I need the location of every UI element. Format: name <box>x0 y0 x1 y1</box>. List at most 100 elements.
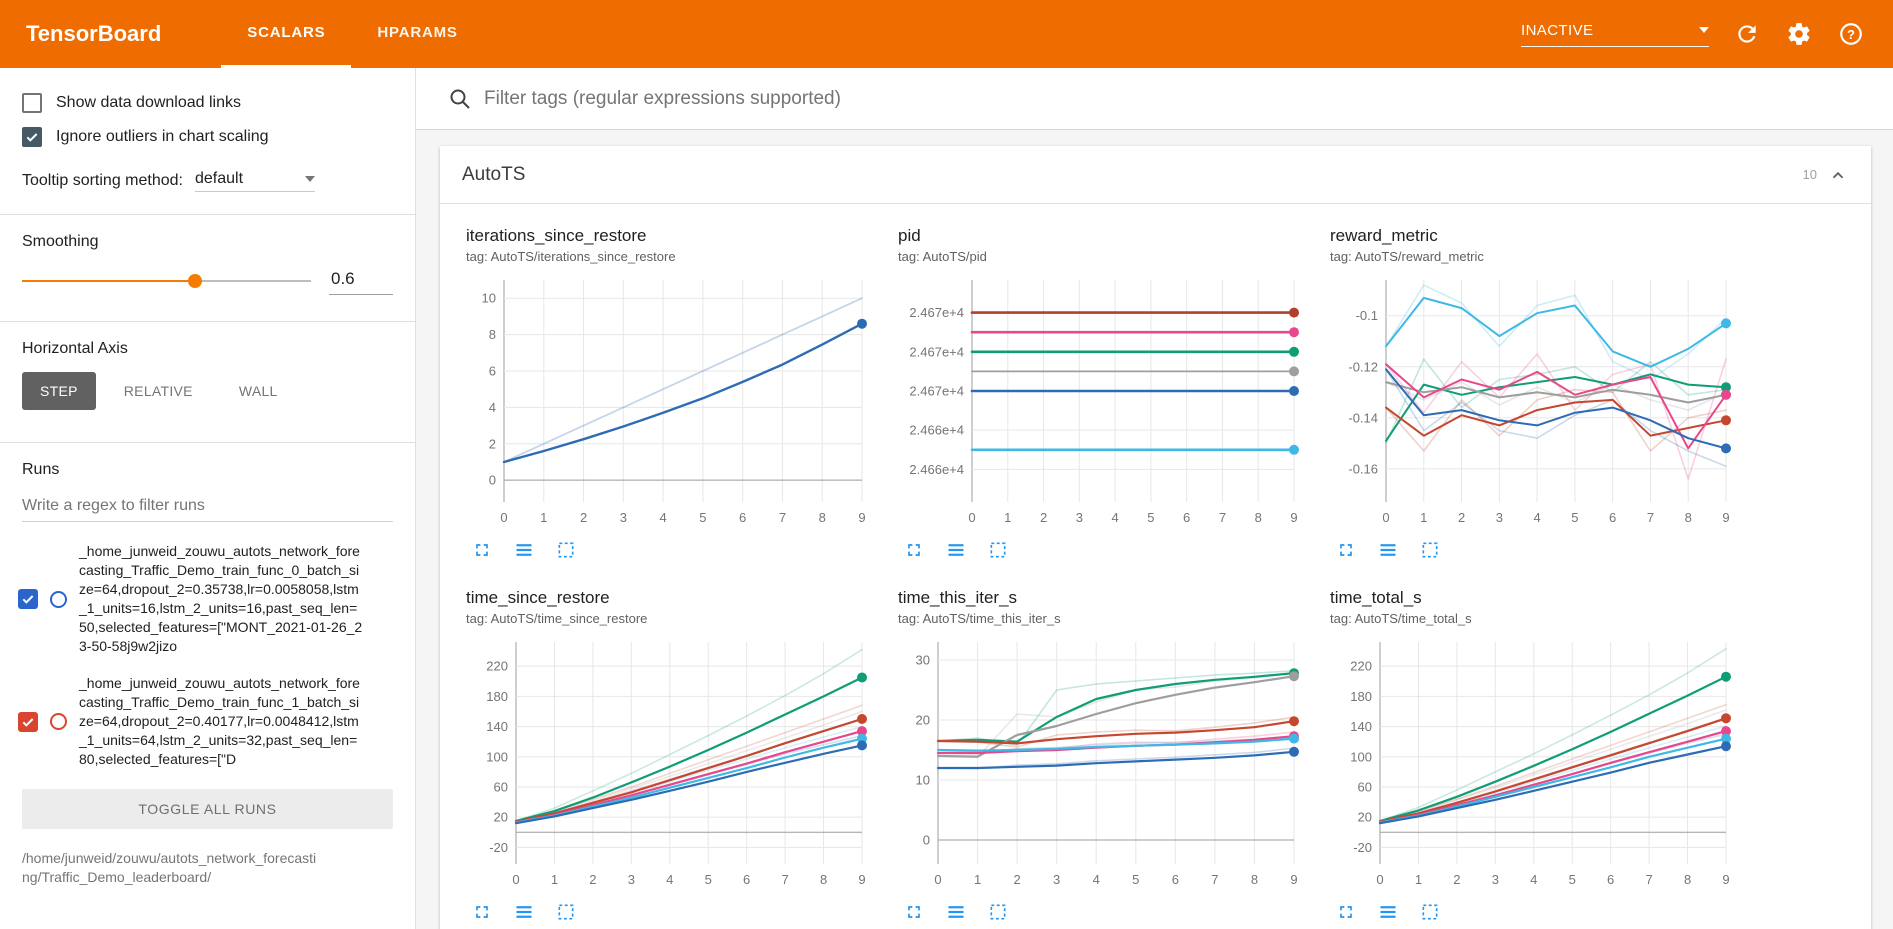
lines-button[interactable] <box>512 538 536 562</box>
svg-text:-20: -20 <box>489 840 508 855</box>
show-download-links-checkbox[interactable]: Show data download links <box>0 86 415 120</box>
lines-button[interactable] <box>1376 900 1400 924</box>
lines-icon <box>948 544 964 556</box>
fit-domain-button[interactable] <box>554 538 578 562</box>
lines-button[interactable] <box>512 900 536 924</box>
svg-text:2: 2 <box>580 510 587 525</box>
fit-domain-button[interactable] <box>1418 900 1442 924</box>
fullscreen-button[interactable] <box>902 900 926 924</box>
svg-text:7: 7 <box>779 510 786 525</box>
chevron-up-icon[interactable] <box>1827 164 1849 186</box>
svg-text:2.466e+4: 2.466e+4 <box>909 462 964 477</box>
dashed-box-icon <box>558 542 574 558</box>
run-item[interactable]: _home_junweid_zouwu_autots_network_forec… <box>0 528 415 660</box>
svg-text:20: 20 <box>494 810 508 825</box>
lines-button[interactable] <box>944 900 968 924</box>
fullscreen-button[interactable] <box>470 900 494 924</box>
ignore-outliers-checkbox[interactable]: Ignore outliers in chart scaling <box>0 120 415 154</box>
toggle-all-runs-button[interactable]: TOGGLE ALL RUNS <box>22 789 393 829</box>
divider <box>0 442 415 443</box>
fullscreen-button[interactable] <box>1334 900 1358 924</box>
line-chart[interactable]: 0 1 2 3 4 5 6 7 8 9 -20 20 60 100 140 180 220 <box>466 632 876 894</box>
checkbox-label: Ignore outliers in chart scaling <box>56 128 269 145</box>
haxis-relative-button[interactable]: RELATIVE <box>106 372 211 410</box>
svg-text:0: 0 <box>923 833 930 848</box>
haxis-step-button[interactable]: STEP <box>22 372 96 410</box>
svg-text:5: 5 <box>1147 510 1154 525</box>
chart-card-time-total-s: time_total_s tag: AutoTS/time_total_s 0 1… <box>1330 588 1744 924</box>
svg-text:8: 8 <box>1685 510 1692 525</box>
smoothing-row: 0.6 <box>0 261 415 305</box>
section-header[interactable]: AutoTS 10 <box>440 146 1871 204</box>
smoothing-label: Smoothing <box>22 233 99 250</box>
tooltip-sort-value: default <box>194 170 244 187</box>
tag-filter-input[interactable] <box>484 87 1869 110</box>
tab-scalars[interactable]: SCALARS <box>221 0 352 68</box>
svg-text:4: 4 <box>1530 872 1537 887</box>
svg-text:9: 9 <box>1290 872 1297 887</box>
header-actions: INACTIVE ? <box>1521 0 1893 68</box>
fit-domain-button[interactable] <box>554 900 578 924</box>
run-name: _home_junweid_zouwu_autots_network_forec… <box>79 543 363 654</box>
run-item[interactable]: _home_junweid_zouwu_autots_network_forec… <box>0 660 415 773</box>
run-radio-icon[interactable] <box>50 590 67 608</box>
svg-text:2: 2 <box>1013 872 1020 887</box>
refresh-icon <box>1738 25 1756 43</box>
chart-actions <box>898 900 1312 924</box>
fullscreen-button[interactable] <box>902 538 926 562</box>
svg-text:9: 9 <box>858 510 865 525</box>
svg-text:100: 100 <box>1350 749 1372 764</box>
svg-text:2: 2 <box>589 872 596 887</box>
run-checkbox-icon[interactable] <box>18 589 38 609</box>
lines-icon <box>516 906 532 918</box>
app-title: TensorBoard <box>26 21 162 46</box>
lines-button[interactable] <box>1376 538 1400 562</box>
fullscreen-button[interactable] <box>470 538 494 562</box>
smoothing-slider[interactable] <box>22 268 311 294</box>
svg-text:4: 4 <box>1533 510 1540 525</box>
svg-text:3: 3 <box>1076 510 1083 525</box>
line-chart[interactable]: 0 1 2 3 4 5 6 7 8 9 -20 20 60 100 140 180 220 <box>1330 632 1740 894</box>
smoothing-slider-thumb[interactable] <box>188 274 203 288</box>
svg-text:180: 180 <box>486 689 508 704</box>
runs-filter-input[interactable] <box>22 491 393 522</box>
fit-domain-button[interactable] <box>1418 538 1442 562</box>
status-dropdown[interactable]: INACTIVE <box>1521 22 1709 47</box>
svg-text:6: 6 <box>1183 510 1190 525</box>
fullscreen-button[interactable] <box>1334 538 1358 562</box>
runs-log-path: /home/junweid/zouwu/autots_network_forec… <box>22 850 317 885</box>
chart-actions <box>898 538 1312 562</box>
svg-text:1: 1 <box>1415 872 1422 887</box>
svg-text:0: 0 <box>1382 510 1389 525</box>
svg-text:3: 3 <box>628 872 635 887</box>
line-chart[interactable]: 0 1 2 3 4 5 6 7 8 9 -0.1 -0.12 -0.14 -0.16 <box>1330 270 1740 532</box>
line-chart[interactable]: 0 1 2 3 4 5 6 7 8 9 0 2 4 6 8 10 <box>466 270 876 532</box>
svg-text:2: 2 <box>1040 510 1047 525</box>
caret-down-icon <box>1699 27 1709 33</box>
line-chart[interactable]: 0 1 2 3 4 5 6 7 8 9 0 10 20 30 <box>898 632 1308 894</box>
app-header: TensorBoard SCALARS HPARAMS INACTIVE ? <box>0 0 1893 68</box>
haxis-wall-button[interactable]: WALL <box>221 372 296 410</box>
svg-text:-0.16: -0.16 <box>1348 461 1378 476</box>
help-button[interactable]: ? <box>1837 20 1865 48</box>
tooltip-sort-select[interactable]: default <box>194 170 315 192</box>
settings-button[interactable] <box>1785 20 1813 48</box>
run-checkbox-icon[interactable] <box>18 711 38 732</box>
svg-text:2.467e+4: 2.467e+4 <box>909 305 964 320</box>
svg-text:4: 4 <box>659 510 666 525</box>
smoothing-value-input[interactable]: 0.6 <box>329 267 393 295</box>
svg-text:5: 5 <box>1569 872 1576 887</box>
svg-text:4: 4 <box>666 872 673 887</box>
refresh-button[interactable] <box>1733 20 1761 48</box>
svg-text:3: 3 <box>1053 872 1060 887</box>
fit-domain-button[interactable] <box>986 538 1010 562</box>
lines-button[interactable] <box>944 538 968 562</box>
svg-text:10: 10 <box>482 291 496 306</box>
tab-hparams[interactable]: HPARAMS <box>377 24 458 41</box>
checkbox-unchecked-icon <box>22 93 42 113</box>
run-radio-icon[interactable] <box>50 713 67 730</box>
chart-title: time_this_iter_s <box>898 588 1018 607</box>
line-chart[interactable]: 0 1 2 3 4 5 6 7 8 9 2.467e+4 2.467e+4 2.467e+4 2.466e… <box>898 270 1308 532</box>
svg-text:9: 9 <box>1722 510 1729 525</box>
fit-domain-button[interactable] <box>986 900 1010 924</box>
